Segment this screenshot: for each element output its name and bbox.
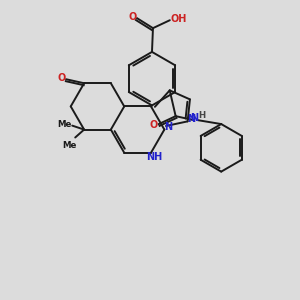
Text: O: O <box>57 73 65 83</box>
Text: N: N <box>188 114 196 124</box>
Text: N: N <box>190 113 199 123</box>
Text: N: N <box>164 122 172 132</box>
Text: Me: Me <box>57 120 71 129</box>
Text: NH: NH <box>146 152 162 162</box>
Text: H: H <box>198 111 205 120</box>
Text: O: O <box>150 120 158 130</box>
Text: OH: OH <box>170 14 187 24</box>
Text: Me: Me <box>62 141 76 150</box>
Text: O: O <box>128 12 136 22</box>
